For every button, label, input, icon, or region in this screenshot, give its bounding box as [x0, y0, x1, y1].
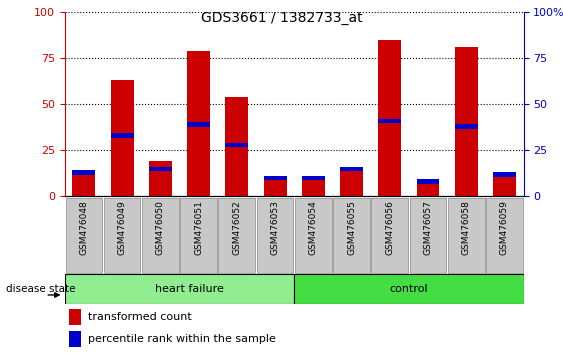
- Bar: [225, 143, 248, 147]
- Bar: [417, 180, 440, 196]
- Bar: [294, 274, 524, 304]
- Bar: [73, 175, 95, 196]
- Bar: [110, 80, 133, 196]
- Bar: [333, 198, 370, 273]
- Text: GSM476050: GSM476050: [156, 200, 165, 255]
- Bar: [417, 179, 440, 184]
- Text: GSM476055: GSM476055: [347, 200, 356, 255]
- Bar: [187, 51, 210, 196]
- Bar: [263, 176, 287, 180]
- Bar: [65, 274, 294, 304]
- Text: GDS3661 / 1382733_at: GDS3661 / 1382733_at: [200, 11, 363, 25]
- Bar: [378, 119, 401, 123]
- Text: GSM476051: GSM476051: [194, 200, 203, 255]
- Bar: [302, 178, 325, 196]
- Bar: [295, 198, 332, 273]
- Bar: [149, 166, 172, 171]
- Bar: [149, 161, 172, 196]
- Bar: [340, 166, 363, 171]
- Text: GSM476053: GSM476053: [271, 200, 280, 255]
- Text: disease state: disease state: [6, 284, 75, 295]
- Bar: [69, 331, 81, 347]
- Bar: [187, 122, 210, 127]
- Bar: [378, 40, 401, 196]
- Bar: [340, 169, 363, 196]
- Bar: [486, 198, 523, 273]
- Bar: [110, 133, 133, 138]
- Bar: [493, 172, 516, 177]
- Text: control: control: [390, 284, 428, 295]
- Bar: [69, 309, 81, 325]
- Bar: [257, 198, 293, 273]
- Bar: [410, 198, 446, 273]
- Text: GSM476049: GSM476049: [118, 200, 127, 255]
- Bar: [218, 198, 255, 273]
- Bar: [455, 124, 477, 129]
- Text: transformed count: transformed count: [88, 312, 191, 322]
- Bar: [448, 198, 485, 273]
- Text: GSM476056: GSM476056: [385, 200, 394, 255]
- Bar: [104, 198, 140, 273]
- Bar: [180, 198, 217, 273]
- Bar: [65, 198, 102, 273]
- Bar: [372, 198, 408, 273]
- Bar: [455, 47, 477, 196]
- Bar: [73, 170, 95, 175]
- Text: GSM476052: GSM476052: [233, 200, 242, 255]
- Bar: [493, 172, 516, 196]
- Bar: [225, 97, 248, 196]
- Bar: [302, 176, 325, 180]
- Text: percentile rank within the sample: percentile rank within the sample: [88, 334, 275, 344]
- Text: heart failure: heart failure: [155, 284, 224, 295]
- Text: GSM476048: GSM476048: [79, 200, 88, 255]
- Text: GSM476059: GSM476059: [500, 200, 509, 255]
- Bar: [263, 180, 287, 196]
- Bar: [142, 198, 178, 273]
- Text: GSM476057: GSM476057: [423, 200, 432, 255]
- Text: GSM476058: GSM476058: [462, 200, 471, 255]
- Text: GSM476054: GSM476054: [309, 200, 318, 255]
